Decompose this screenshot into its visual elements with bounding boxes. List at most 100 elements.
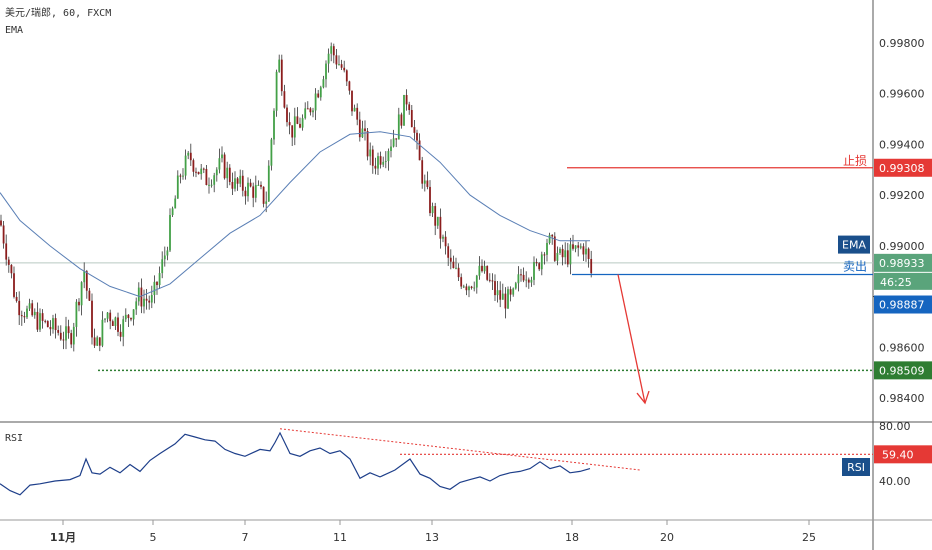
- candle-body: [252, 186, 255, 198]
- candle-body: [509, 289, 512, 295]
- candle-body: [46, 321, 49, 328]
- candle-body: [551, 234, 554, 237]
- candle-body: [158, 273, 161, 286]
- candle-body: [501, 293, 504, 300]
- candle-body: [189, 152, 192, 161]
- candle-body: [384, 161, 387, 163]
- candle-body: [429, 186, 431, 214]
- candle-body: [135, 301, 138, 310]
- candle-body: [41, 313, 44, 321]
- candle-body: [371, 149, 374, 166]
- candle-body: [340, 64, 343, 68]
- rsi-level-box: [874, 445, 932, 464]
- candle-body: [111, 321, 114, 326]
- candle-body: [26, 308, 28, 318]
- stop-loss-label: 止损: [843, 154, 867, 168]
- candle-body: [213, 175, 216, 185]
- price-tick-label: 0.98400: [879, 392, 925, 405]
- candle-body: [587, 248, 590, 259]
- candle-body: [0, 220, 2, 226]
- candle-body: [299, 123, 301, 128]
- candle-body: [205, 168, 208, 185]
- candle-body: [559, 248, 561, 253]
- candle-body: [481, 265, 483, 272]
- time-tick-label: 11: [333, 531, 347, 544]
- candle-body: [442, 236, 444, 239]
- candle-body: [335, 55, 338, 65]
- candle-body: [351, 90, 353, 112]
- candle-body: [78, 301, 80, 306]
- current-price-box: [874, 253, 932, 272]
- candle-body: [15, 296, 18, 301]
- candle-body: [166, 250, 169, 256]
- candle-body: [65, 326, 67, 341]
- sell-label: 卖出: [843, 260, 867, 274]
- candle-body: [421, 160, 424, 184]
- candle-body: [145, 298, 148, 301]
- candle-body: [254, 185, 257, 198]
- ema-tag-label: EMA: [842, 239, 866, 252]
- candle-body: [93, 337, 96, 346]
- candle-body: [483, 265, 486, 272]
- candle-body: [546, 242, 548, 255]
- candle-body: [267, 165, 270, 202]
- candle-body: [286, 107, 288, 123]
- candle-body: [7, 259, 10, 265]
- candle-body: [470, 286, 473, 289]
- candle-body: [449, 257, 452, 262]
- axes: 0.99800 0.99600 0.99400 0.99200 0.99000 0.986…: [50, 37, 925, 544]
- candle-body: [525, 279, 528, 281]
- candle-body: [72, 326, 75, 345]
- candle-body: [249, 182, 252, 187]
- candle-body: [33, 311, 36, 316]
- rsi-tick-label: 80.00: [879, 420, 911, 433]
- rsi-tag-label: RSI: [847, 461, 865, 474]
- candle-body: [280, 59, 283, 92]
- candle-body: [387, 150, 390, 162]
- candle-body: [473, 287, 476, 289]
- candle-body: [260, 184, 262, 187]
- candle-body: [54, 318, 57, 331]
- candle-body: [478, 265, 481, 276]
- price-tick-label: 0.99400: [879, 138, 925, 151]
- candle-body: [527, 279, 530, 283]
- price-pane: [0, 42, 873, 352]
- candle-body: [418, 140, 421, 161]
- candle-body: [70, 333, 73, 345]
- candle-body: [127, 314, 130, 319]
- annotations: 止损 0.99308 EMA 0.98933 46:25 卖出 0.98887 0.98509: [98, 154, 932, 405]
- candle-body: [572, 244, 574, 249]
- time-tick-label: 20: [660, 531, 674, 544]
- candle-body: [257, 184, 260, 186]
- candle-body: [293, 116, 296, 138]
- candle-body: [96, 337, 99, 346]
- candle-body: [13, 273, 15, 297]
- candle-body: [366, 131, 369, 157]
- candle-body: [543, 254, 546, 256]
- candle-body: [540, 254, 543, 270]
- candle-body: [208, 184, 210, 186]
- rsi-line: [0, 431, 591, 496]
- candle-body: [67, 326, 70, 334]
- candle-body: [533, 262, 535, 280]
- candle-body: [57, 330, 60, 333]
- candle-body: [117, 317, 119, 332]
- candle-body: [548, 234, 551, 243]
- time-tick-label: 18: [565, 531, 579, 544]
- candle-body: [338, 64, 340, 66]
- ema-tag: [838, 235, 870, 254]
- time-tick-label: 13: [425, 531, 439, 544]
- candle-body: [314, 93, 317, 111]
- candle-body: [327, 53, 330, 64]
- candle-body: [114, 317, 117, 326]
- candle-body: [468, 286, 470, 291]
- candle-body: [75, 301, 78, 327]
- candle-body: [455, 267, 457, 269]
- candle-body: [153, 281, 156, 296]
- candle-body: [106, 312, 109, 319]
- candle-body: [319, 87, 322, 98]
- candle-body: [247, 182, 249, 197]
- candle-body: [2, 225, 5, 244]
- candle-body: [343, 67, 346, 71]
